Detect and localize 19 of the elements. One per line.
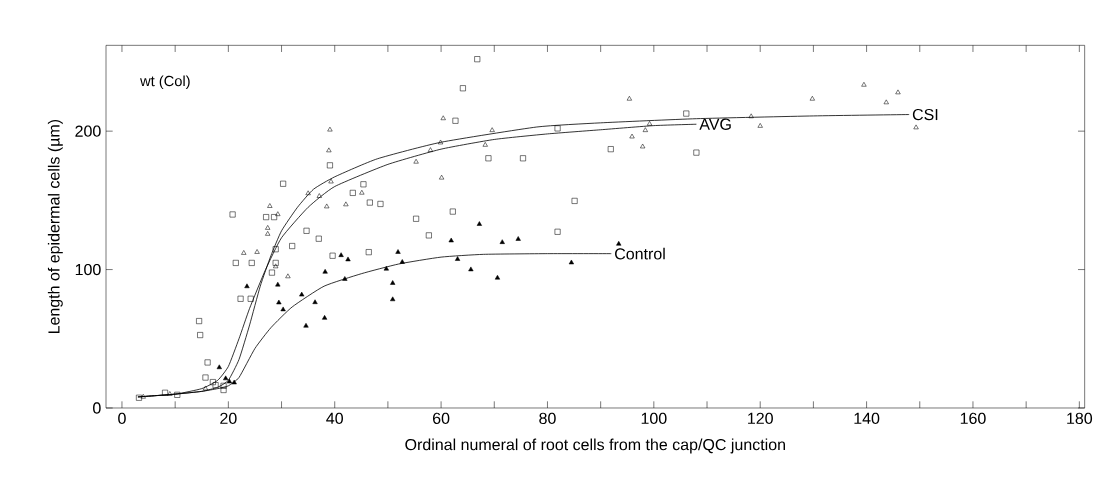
x-tick-label: 60 <box>433 412 450 425</box>
series-label: CSI <box>912 108 938 121</box>
x-tick-label: 140 <box>854 412 880 425</box>
y-tick-label: 200 <box>75 125 101 137</box>
x-tick-label: 20 <box>220 412 237 425</box>
x-axis-title: Ordinal numeral of root cells from the cap/QC junction <box>405 438 785 454</box>
x-tick-label: 180 <box>1067 412 1093 425</box>
y-axis-title: Length of epidermal cells (µm) <box>47 119 63 334</box>
x-tick-label: 160 <box>960 412 986 425</box>
series-label: AVG <box>699 118 731 130</box>
x-tick-label: 120 <box>748 412 773 425</box>
y-tick-label: 0 <box>93 402 101 414</box>
y-tick-label: 100 <box>75 263 101 276</box>
x-tick-label: 0 <box>118 412 126 425</box>
annotation: wt (Col) <box>140 75 190 90</box>
x-tick-label: 100 <box>641 412 667 425</box>
x-tick-label: 80 <box>539 412 556 425</box>
series-label: Control <box>615 247 665 260</box>
x-tick-label: 40 <box>326 412 343 425</box>
